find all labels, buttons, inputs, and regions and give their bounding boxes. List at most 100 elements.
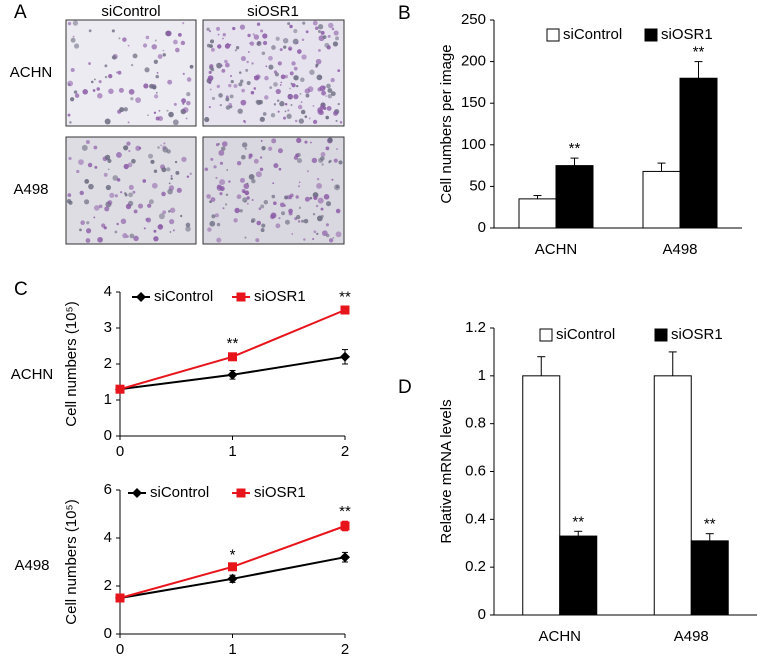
cell [166, 109, 169, 112]
cell [224, 203, 228, 206]
micrograph [65, 136, 197, 245]
y-tick-label: 0.6 [465, 462, 486, 479]
cell [297, 104, 303, 110]
cell [280, 81, 283, 84]
cell [335, 119, 338, 122]
x-tick-label: A498 [662, 241, 697, 258]
y-tick-label: 100 [461, 136, 486, 153]
cell [209, 44, 213, 49]
cell [122, 37, 127, 42]
legend-swatch [644, 28, 658, 42]
cell [138, 203, 144, 209]
bar [518, 198, 557, 229]
point [227, 369, 238, 380]
cell [204, 167, 209, 172]
cell [153, 111, 157, 114]
cell [213, 165, 217, 169]
cell [153, 59, 158, 64]
cell [294, 119, 298, 123]
cell [97, 93, 103, 99]
cell [274, 72, 280, 77]
legend-label: siControl [154, 288, 213, 305]
cell [240, 79, 244, 83]
cell [138, 146, 142, 150]
cell [298, 185, 300, 188]
legend-label: siOSR1 [671, 326, 723, 343]
cell [132, 190, 136, 194]
cell [154, 39, 157, 42]
cell [211, 47, 215, 52]
cell [167, 79, 173, 85]
cell [233, 218, 238, 223]
cell [312, 213, 316, 216]
cell [93, 205, 100, 211]
cell [222, 37, 224, 40]
cell [228, 180, 231, 183]
cell [330, 77, 335, 83]
cell [286, 113, 292, 119]
cell [93, 145, 98, 150]
cell [104, 75, 108, 79]
cell [271, 138, 277, 144]
cell [182, 102, 185, 105]
cell [84, 179, 90, 184]
cell [251, 62, 254, 65]
cell [315, 63, 319, 67]
cell [279, 84, 282, 86]
cell [327, 34, 331, 38]
cell [239, 209, 243, 213]
cell [305, 30, 309, 34]
cell [215, 176, 218, 180]
cell [74, 93, 80, 98]
cell [111, 29, 115, 33]
cell [238, 82, 243, 87]
cell [108, 74, 113, 79]
cell [67, 193, 72, 198]
cell [305, 93, 310, 98]
cell [275, 88, 281, 95]
y-tick-label: 250 [461, 11, 486, 28]
x-tick-label: 2 [341, 443, 349, 460]
cell [291, 233, 294, 235]
cell [320, 214, 324, 218]
cell [256, 40, 262, 47]
cell [169, 207, 176, 213]
bar [679, 77, 718, 229]
legend-swatch [654, 328, 668, 342]
legend-label: siControl [150, 484, 209, 501]
cell [335, 208, 341, 214]
cell [144, 67, 150, 73]
point [340, 521, 350, 531]
significance: ** [693, 44, 705, 61]
cell [324, 42, 330, 48]
cell [333, 158, 338, 163]
cell [104, 206, 110, 212]
cell [230, 80, 234, 84]
cell [67, 21, 72, 26]
cell [88, 29, 92, 33]
cell [273, 163, 279, 169]
cell [96, 87, 100, 91]
cell [335, 36, 339, 41]
cell [337, 102, 340, 106]
cell [128, 89, 135, 95]
cell [260, 228, 265, 233]
cell [291, 83, 296, 88]
y-axis-label: Cell numbers per image [438, 44, 455, 203]
significance: ** [227, 335, 239, 352]
cell [218, 93, 223, 98]
cell [158, 213, 165, 220]
cell [326, 106, 332, 111]
cell [288, 94, 291, 97]
cell [216, 84, 221, 89]
cell [261, 51, 266, 56]
cell [128, 149, 131, 153]
cell [260, 29, 264, 33]
cell [222, 207, 225, 210]
cell [315, 204, 319, 208]
cell [291, 61, 296, 66]
significance: ** [572, 513, 584, 530]
cell [151, 182, 158, 189]
cell [219, 192, 223, 196]
row-label: ACHN [11, 366, 54, 383]
